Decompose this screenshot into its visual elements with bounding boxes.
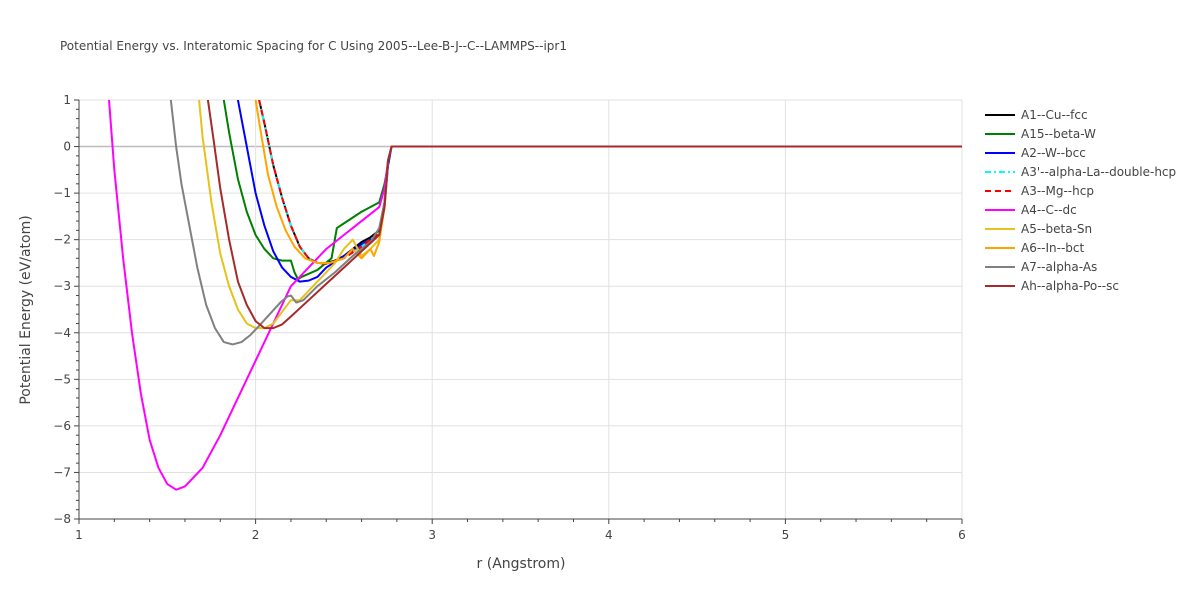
y-tick-label: −5 [53,372,71,386]
y-axis: 1 0 −1 −2 −3 −4 −5 −6 −7 −8 [53,93,80,526]
y-tick-label: 1 [63,93,71,107]
y-tick-label: −2 [53,233,71,247]
legend-label: A7--alpha-As [1021,260,1097,274]
legend-label: A4--C--dc [1021,203,1077,217]
legend-item[interactable]: A6--In--bct [985,241,1085,255]
series-line [258,100,962,264]
x-tick-label: 3 [428,528,436,542]
legend-label: A3--Mg--hcp [1021,184,1094,198]
legend-item[interactable]: A2--W--bcc [985,146,1086,160]
legend-label: A1--Cu--fcc [1021,108,1088,122]
y-tick-label: −7 [53,465,71,479]
series-line [222,100,962,281]
legend-item[interactable]: A3--Mg--hcp [985,184,1094,198]
chart-title: Potential Energy vs. Interatomic Spacing… [60,39,567,53]
x-tick-label: 4 [605,528,613,542]
legend-item[interactable]: Ah--alpha-Po--sc [985,279,1119,293]
y-tick-label: 0 [63,140,71,154]
legend-label: A5--beta-Sn [1021,222,1092,236]
x-tick-label: 2 [252,528,260,542]
x-tick-label: 1 [75,528,83,542]
legend-label: A6--In--bct [1021,241,1085,255]
legend-item[interactable]: A4--C--dc [985,203,1077,217]
series-line [198,100,962,330]
series-line [206,100,962,330]
legend-label: Ah--alpha-Po--sc [1021,279,1119,293]
y-tick-label: −3 [53,279,71,293]
x-tick-label: 6 [958,528,966,542]
x-tick-label: 5 [782,528,790,542]
legend-label: A15--beta-W [1021,127,1096,141]
legend-item[interactable]: A7--alpha-As [985,260,1097,274]
x-axis-label: r (Angstrom) [477,556,566,572]
plot-area [108,100,962,491]
y-tick-label: −8 [53,512,71,526]
y-tick-label: −6 [53,419,71,433]
y-tick-label: −1 [53,186,71,200]
legend-item[interactable]: A5--beta-Sn [985,222,1092,236]
legend-item[interactable]: A3'--alpha-La--double-hcp [985,165,1176,179]
legend-label: A3'--alpha-La--double-hcp [1021,165,1176,179]
legend: A1--Cu--fcc A15--beta-W A2--W--bcc A3'--alp… [985,108,1176,293]
x-axis: 1 2 3 4 5 6 [75,518,966,542]
legend-label: A2--W--bcc [1021,146,1086,160]
grid [79,99,963,520]
legend-item[interactable]: A1--Cu--fcc [985,108,1088,122]
y-tick-label: −4 [53,326,71,340]
series-line [169,100,962,346]
y-axis-label: Potential Energy (eV/atom) [18,215,34,404]
series-line [108,100,962,491]
legend-item[interactable]: A15--beta-W [985,127,1096,141]
